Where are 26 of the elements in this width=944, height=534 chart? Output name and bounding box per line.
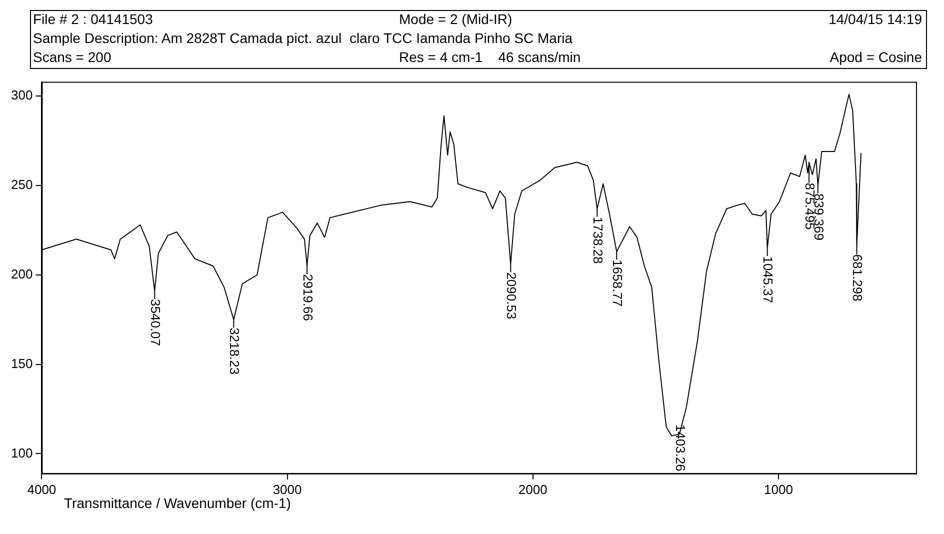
annotation: 2919.66 (300, 274, 316, 321)
text: Scans = 200 (33, 49, 112, 65)
annotation: 3540.07 (148, 299, 164, 346)
annotation: 681.298 (850, 254, 866, 302)
x-tick-label: 3000 (272, 482, 302, 497)
annotation: 1403.26 (672, 424, 688, 472)
x-tick-label: 4000 (27, 482, 56, 497)
y-tick-label: 150 (10, 356, 33, 371)
annotation: 3218.23 (227, 328, 242, 375)
y-tick-label: 100 (10, 445, 33, 460)
chart-subtitle: Sample Description: Am 2828T Camada pict. azul claro TCC Iamanda Pinho SC Maria (32, 30, 574, 48)
y-tick-label: 200 (10, 266, 33, 282)
text: 14/04/15 14:19 (828, 11, 922, 27)
x-tick-label: 2000 (518, 482, 548, 497)
annotation: 1738.28 (590, 216, 606, 264)
x-axis-title: Transmittance / Wavenumber (cm-1) (64, 495, 292, 511)
text: Res = 4 cm-1 46 scans/min (399, 49, 581, 65)
annotation: 2090.53 (504, 272, 520, 320)
text: File # 2 : 04141503 (33, 11, 153, 27)
annotation: 1658.77 (610, 260, 626, 307)
y-tick-label: 250 (10, 177, 33, 192)
x-tick-label: 1000 (764, 482, 793, 497)
text: Mode = 2 (Mid-IR) (399, 11, 512, 27)
y-tick-label: 300 (10, 88, 33, 103)
text: Apod = Cosine (830, 49, 922, 65)
annotation: 1045.37 (760, 256, 776, 304)
